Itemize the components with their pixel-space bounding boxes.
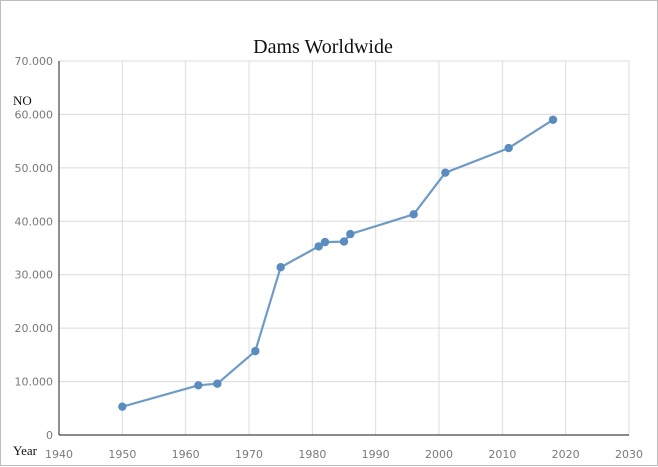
- data-point: [548, 115, 558, 124]
- x-tick-labels: 1940 1950 1960 1970 1980 1990 2000 2010 2020 2030: [45, 448, 643, 461]
- x-tick-label: 2000: [425, 448, 453, 461]
- data-point: [194, 381, 203, 390]
- y-tick-labels: 0 10.000 20.000 30.000 40.000 50.000 60.000 70.…: [15, 55, 54, 442]
- x-tick-label: 2010: [488, 448, 516, 461]
- y-tick-label: 10.000: [15, 376, 54, 389]
- y-tick-label: 20.000: [15, 322, 54, 335]
- data-point: [314, 242, 323, 251]
- x-tick-label: 1970: [235, 448, 263, 461]
- y-tick-label: 70.000: [15, 55, 54, 68]
- y-tick-label: 30.000: [15, 269, 54, 282]
- x-tick-label: 1950: [108, 448, 136, 461]
- data-point: [118, 402, 127, 411]
- data-point: [339, 237, 349, 246]
- y-tick-label: 60.000: [15, 108, 54, 121]
- data-point: [441, 168, 450, 177]
- x-tick-label: 1980: [298, 448, 326, 461]
- data-point: [504, 143, 513, 153]
- x-axis-label: Year: [13, 443, 38, 458]
- x-tick-label: 1940: [45, 448, 73, 461]
- x-tick-label: 1990: [362, 448, 390, 461]
- y-axis-label: NO: [13, 93, 32, 108]
- axis-layer: [58, 61, 629, 436]
- data-point: [213, 379, 222, 388]
- x-tick-label: 1960: [172, 448, 200, 461]
- y-tick-label: 40.000: [15, 215, 54, 228]
- series-line: [122, 118, 554, 408]
- data-point: [251, 346, 260, 356]
- y-tick-label: 50.000: [15, 162, 54, 175]
- y-tick-label: 0: [46, 429, 53, 442]
- chart-title: Dams Worldwide: [253, 36, 393, 58]
- data-point: [346, 229, 355, 239]
- data-point: [409, 210, 418, 219]
- series-layer: [118, 115, 558, 411]
- x-tick-label: 2020: [552, 448, 580, 461]
- x-tick-label: 2030: [615, 448, 643, 461]
- grid-layer: [59, 60, 630, 435]
- data-point: [276, 263, 285, 272]
- data-point: [320, 237, 330, 247]
